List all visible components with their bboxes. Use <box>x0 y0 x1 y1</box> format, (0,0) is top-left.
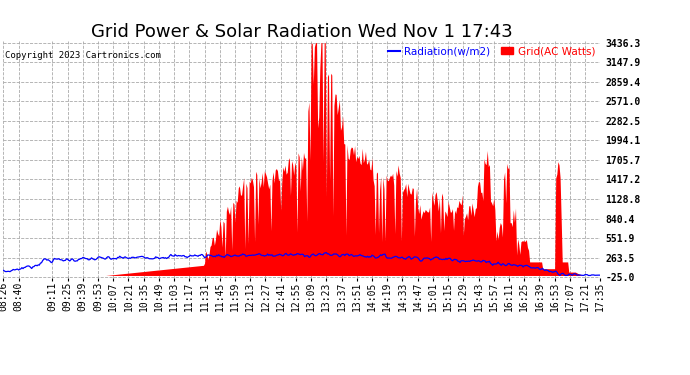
Legend: Radiation(w/m2), Grid(AC Watts): Radiation(w/m2), Grid(AC Watts) <box>388 46 595 57</box>
Text: Copyright 2023 Cartronics.com: Copyright 2023 Cartronics.com <box>5 51 161 60</box>
Title: Grid Power & Solar Radiation Wed Nov 1 17:43: Grid Power & Solar Radiation Wed Nov 1 1… <box>91 23 513 41</box>
